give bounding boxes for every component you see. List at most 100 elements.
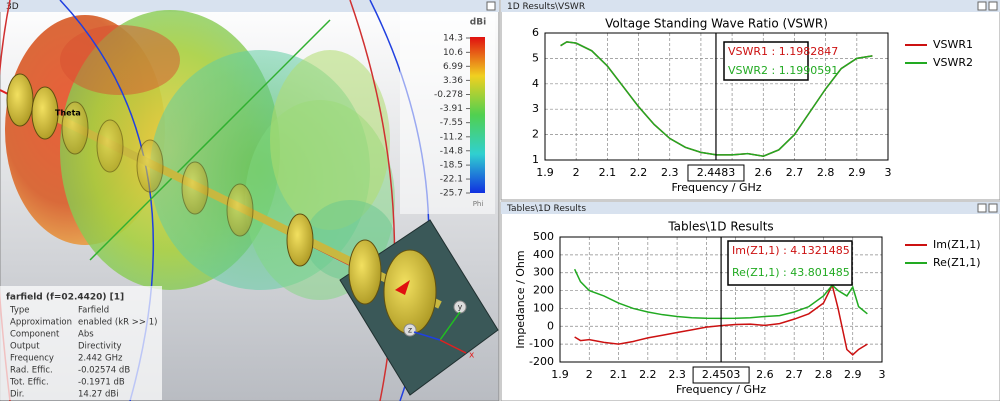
y-tick-label: -100	[529, 337, 554, 350]
y-tick-label: 4	[532, 77, 539, 90]
x-axis-label: Frequency / GHz	[676, 383, 766, 396]
colorbar-tick-label: -18.5	[440, 161, 463, 171]
info-key: Tot. Effic.	[9, 378, 49, 388]
title-bar	[0, 0, 499, 12]
pin-button[interactable]	[977, 203, 987, 213]
y-axis-label: Impedance / Ohm	[514, 250, 527, 348]
legend-label: VSWR1	[933, 38, 973, 51]
info-value: -0.1971 dB	[78, 378, 125, 388]
x-tick-label: 2	[573, 166, 580, 179]
x-tick-label: 2.6	[755, 166, 773, 179]
axis-label: x	[469, 351, 475, 361]
x-tick-label: 2.7	[785, 368, 803, 381]
x-tick-label: 2.7	[786, 166, 804, 179]
series-line	[574, 283, 868, 356]
x-tick-label: 2.3	[661, 166, 679, 179]
info-box	[0, 286, 162, 400]
x-tick-label: 2.3	[668, 368, 686, 381]
info-title: farfield (f=02.4420) [1]	[6, 293, 124, 303]
close-button[interactable]	[988, 1, 998, 11]
info-key: Rad. Effic.	[10, 366, 53, 376]
x-axis-label: Frequency / GHz	[671, 181, 761, 194]
y-tick-label: -200	[529, 355, 554, 368]
colorbar-tick-label: -14.8	[440, 146, 464, 156]
marker-readout-box	[727, 240, 853, 286]
colorbar-tick-label: 6.99	[443, 62, 463, 72]
info-key: Type	[9, 306, 30, 316]
marker-readout: VSWR2 : 1.1990591	[728, 64, 838, 77]
x-tick-label: 2	[586, 368, 593, 381]
marker-label-box	[687, 164, 745, 182]
axis-label: z	[408, 326, 412, 335]
info-value: enabled (kR >> 1)	[78, 318, 157, 328]
info-key: Component	[10, 330, 60, 340]
info-value: 2.442 GHz	[78, 354, 123, 364]
close-button[interactable]	[988, 203, 998, 213]
colorbar-tick-label: -25.7	[440, 189, 463, 199]
x-tick-label: 2.6	[756, 368, 774, 381]
colorbar-title: dBi	[470, 18, 486, 28]
x-tick-label: 1.9	[551, 368, 569, 381]
theta-label: Theta	[55, 109, 81, 118]
info-key: Frequency	[10, 354, 54, 364]
info-key: Approximation	[10, 318, 72, 328]
x-tick-label: 2.8	[815, 368, 833, 381]
panel-3d: 3D Theta y z x dBi 14.3 10.6 6.99 3.36 -0.27…	[0, 0, 500, 402]
panel-frame	[500, 201, 1000, 402]
colorbar	[470, 37, 485, 193]
y-tick-label: 2	[532, 128, 539, 141]
x-tick-label: 2.2	[639, 368, 657, 381]
x-tick-label: 1.9	[536, 166, 554, 179]
colorbar-tick-label: -11.2	[440, 132, 463, 142]
title-bar	[501, 202, 1000, 214]
y-tick-label: 6	[532, 26, 539, 39]
marker-label: 2.4503	[702, 368, 741, 381]
marker-label: 2.4483	[697, 166, 736, 179]
y-tick-label: 500	[533, 230, 554, 243]
marker-readout: Im(Z1,1) : 4.1321485	[732, 244, 850, 257]
close-button[interactable]	[486, 1, 496, 11]
series-line	[560, 41, 873, 157]
vswr-panel: 1D Results\VSWR Voltage Standing Wave Rat…	[500, 0, 1000, 201]
pin-button[interactable]	[977, 1, 987, 11]
x-tick-label: 2.1	[610, 368, 628, 381]
y-tick-label: 0	[547, 319, 554, 332]
x-tick-label: 3	[879, 368, 886, 381]
y-tick-label: 400	[533, 248, 554, 261]
y-tick-label: 300	[533, 266, 554, 279]
colorbar-tick-label: -0.278	[434, 90, 463, 100]
chart-title: Tables\1D Results	[667, 220, 773, 234]
x-tick-label: 2.2	[630, 166, 648, 179]
legend-label: VSWR2	[933, 56, 973, 69]
chart-title: Voltage Standing Wave Ratio (VSWR)	[605, 17, 828, 31]
legend-label: Re(Z1,1)	[933, 256, 981, 269]
colorbar-tick-label: 14.3	[443, 34, 463, 44]
marker-label-box	[692, 366, 750, 384]
info-value: 14.27 dBi	[78, 390, 119, 400]
series-line	[573, 268, 868, 320]
colorbar-tick-label: -22.1	[440, 175, 463, 185]
y-tick-label: 200	[533, 284, 554, 297]
info-value: Directivity	[78, 342, 122, 352]
y-tick-label: 1	[532, 153, 539, 166]
impedance-panel: Tables\1D Results Tables\1D Results -200 -1…	[500, 201, 1000, 402]
axis-label: y	[458, 303, 463, 312]
colorbar-tick-label: 10.6	[443, 48, 463, 58]
colorbar-tick-label: -7.55	[440, 118, 463, 128]
panel-title: 3D	[6, 2, 19, 12]
info-key: Output	[10, 342, 40, 352]
antenna	[6, 73, 442, 335]
info-key: Dir.	[10, 390, 24, 400]
x-tick-label: 2.1	[599, 166, 617, 179]
marker-readout-box	[723, 41, 809, 81]
panel-title: 1D Results\VSWR	[507, 2, 585, 12]
title-bar	[501, 0, 1000, 12]
colorbar-footer: Phi	[473, 200, 484, 208]
x-tick-label: 2.9	[848, 166, 866, 179]
x-tick-label: 3	[885, 166, 892, 179]
y-tick-label: 3	[532, 102, 539, 115]
y-tick-label: 5	[532, 51, 539, 64]
info-value: -0.02574 dB	[78, 366, 130, 376]
